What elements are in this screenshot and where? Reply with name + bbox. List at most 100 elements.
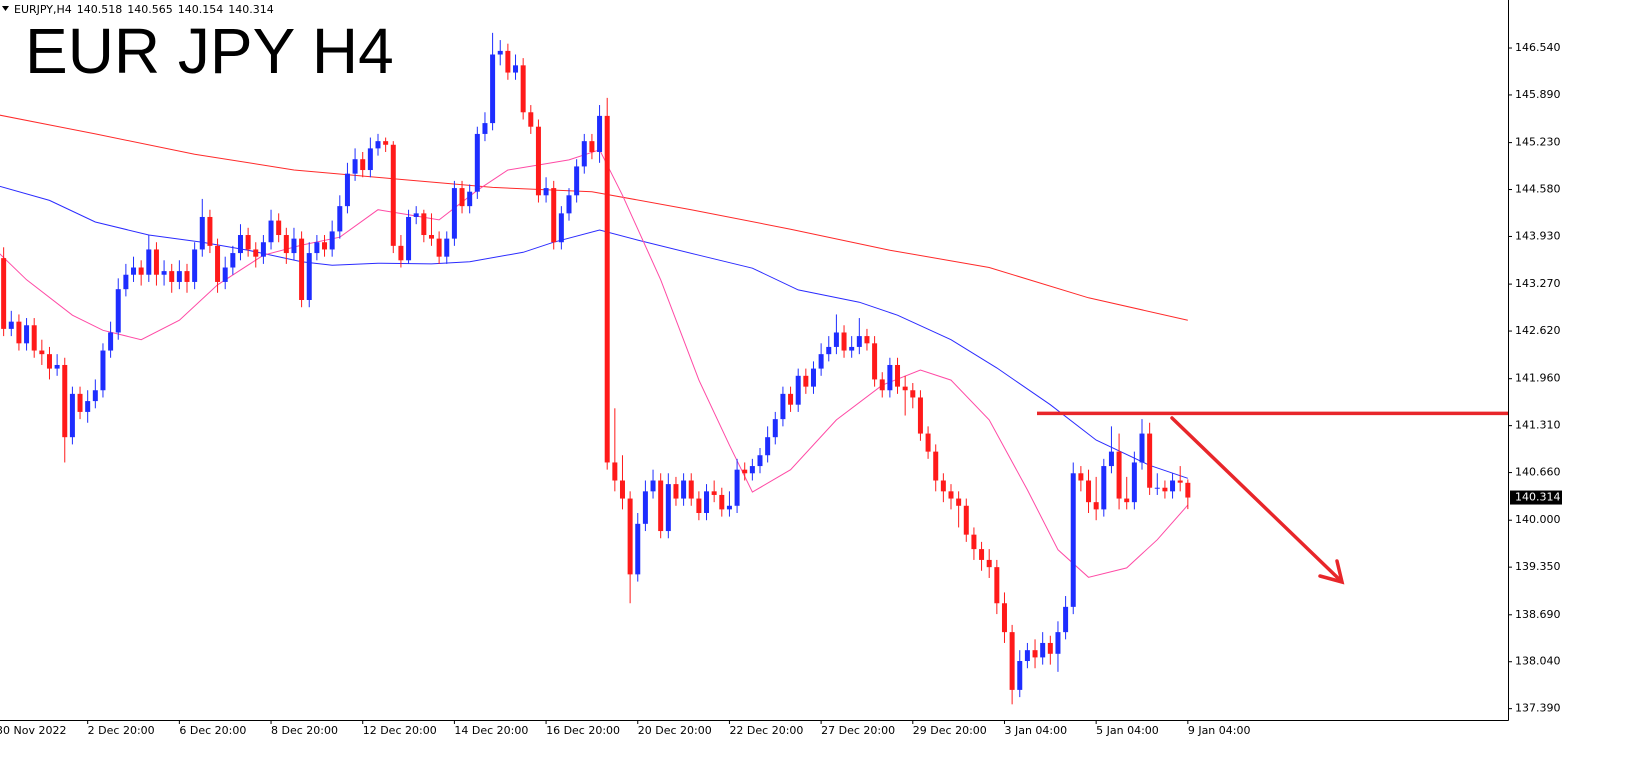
plot-area xyxy=(0,32,1508,705)
axes: 146.540 145.890 145.230 144.580 143.930 143.2… xyxy=(0,41,1562,737)
candle-body xyxy=(153,249,159,275)
candle-body xyxy=(528,112,534,127)
x-tick-label: 20 Dec 20:00 xyxy=(638,724,712,737)
candle-body xyxy=(1170,480,1176,492)
candle-body xyxy=(1093,502,1099,510)
y-tick-label: 138.690 xyxy=(1515,608,1561,621)
menu-triangle[interactable] xyxy=(2,6,9,11)
candle-body xyxy=(306,253,312,300)
candle-body xyxy=(619,480,625,499)
candle-body xyxy=(131,267,137,275)
candle-body xyxy=(314,242,320,254)
candle-body xyxy=(566,195,572,214)
candle-body xyxy=(497,50,503,55)
candle-body xyxy=(1177,480,1183,483)
y-tick-label: 140.660 xyxy=(1515,466,1561,479)
header-close: 140.314 xyxy=(228,3,274,16)
candle-body xyxy=(535,126,541,196)
candle-body xyxy=(742,469,748,474)
candle-body xyxy=(551,188,557,243)
y-tick-label: 143.930 xyxy=(1515,229,1561,242)
candle-body xyxy=(917,397,923,434)
candle-body xyxy=(665,484,671,532)
candle-body xyxy=(971,534,977,550)
arrow-shaft xyxy=(1170,416,1342,582)
candle-body xyxy=(1185,482,1191,498)
candle-body xyxy=(467,191,473,207)
candle-body xyxy=(1032,650,1038,658)
candle-body xyxy=(872,343,878,380)
candle-body xyxy=(161,271,167,275)
x-tick-label: 16 Dec 20:00 xyxy=(546,724,620,737)
x-tick-label: 14 Dec 20:00 xyxy=(454,724,528,737)
y-tick-label: 139.350 xyxy=(1515,560,1561,573)
candle-body xyxy=(451,188,457,239)
candle-body xyxy=(406,216,412,261)
candle-body xyxy=(169,271,175,282)
candle-body xyxy=(604,115,610,463)
candle-body xyxy=(421,213,427,236)
candle-body xyxy=(62,364,68,438)
candle-body xyxy=(734,469,740,506)
candle-body xyxy=(92,390,98,402)
candle-body xyxy=(1116,451,1122,499)
candle-body xyxy=(146,249,152,275)
x-tick-label: 5 Jan 04:00 xyxy=(1096,724,1159,737)
candle-body xyxy=(543,188,549,196)
candle-body xyxy=(520,65,526,113)
x-tick-label: 2 Dec 20:00 xyxy=(88,724,155,737)
candle-body xyxy=(1101,466,1107,510)
candle-body xyxy=(260,242,266,257)
candle-body xyxy=(115,289,121,333)
y-tick-label: 145.890 xyxy=(1515,88,1561,101)
candle-body xyxy=(299,238,305,300)
candle-body xyxy=(505,50,511,73)
header-open: 140.518 xyxy=(77,3,123,16)
candle-body xyxy=(1078,473,1084,481)
candle-body xyxy=(589,141,595,152)
current-price-box xyxy=(1510,490,1562,505)
candle-body xyxy=(780,393,786,420)
candle-body xyxy=(344,173,350,207)
candle-body xyxy=(1024,650,1030,662)
candle-body xyxy=(726,505,732,510)
candle-body xyxy=(138,267,144,275)
y-tick-label: 146.540 xyxy=(1515,41,1561,54)
candle-body xyxy=(1009,632,1015,690)
y-tick-label: 140.000 xyxy=(1515,513,1561,526)
candle-body xyxy=(788,393,794,405)
candle-body xyxy=(642,491,648,524)
candle-body xyxy=(1162,487,1168,492)
moving-average xyxy=(0,114,1188,321)
candle-body xyxy=(879,379,885,391)
candle-body xyxy=(352,159,358,174)
y-tick-label: 141.310 xyxy=(1515,419,1561,432)
candle-body xyxy=(1017,661,1023,690)
symbol: EURJPY,H4 xyxy=(14,3,72,16)
candle-body xyxy=(757,455,763,467)
candle-body xyxy=(100,350,106,391)
candle-body xyxy=(390,144,396,246)
candle-body xyxy=(245,235,251,250)
candle-body xyxy=(283,235,289,254)
candle-body xyxy=(833,332,839,347)
candle-body xyxy=(887,364,893,391)
candle-body xyxy=(367,148,373,171)
x-tick-label: 6 Dec 20:00 xyxy=(179,724,246,737)
candle-body xyxy=(192,249,198,282)
candle-body xyxy=(910,390,916,398)
candle-body xyxy=(765,437,771,456)
candle-body xyxy=(513,65,519,73)
candle-body xyxy=(681,480,687,499)
candle-body xyxy=(925,433,931,452)
candle-body xyxy=(940,480,946,492)
candle-body xyxy=(1108,451,1114,467)
candle-body xyxy=(253,249,259,257)
candle-body xyxy=(474,133,480,192)
candle-body xyxy=(902,386,908,391)
header-low: 140.154 xyxy=(178,3,224,16)
candle-body xyxy=(627,498,633,575)
candle-body xyxy=(1124,498,1130,503)
candle-body xyxy=(383,141,389,145)
